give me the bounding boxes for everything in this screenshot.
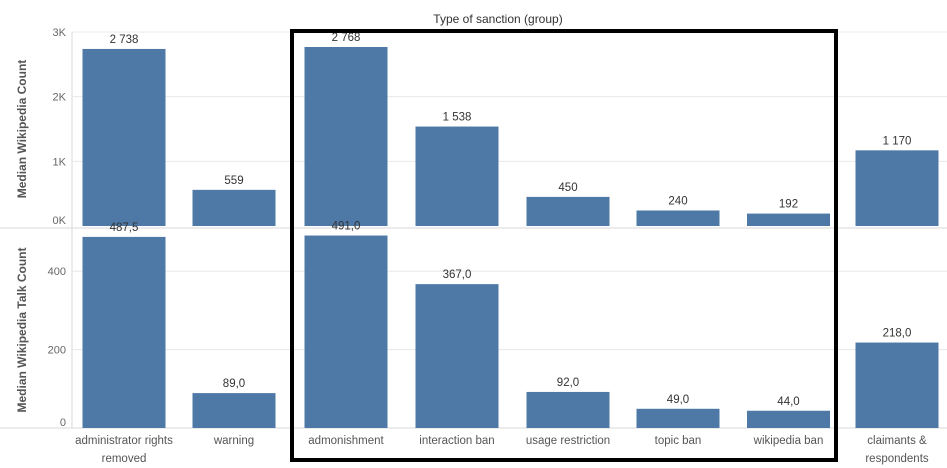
bar <box>415 126 499 226</box>
x-tick-label: respondents <box>865 453 929 465</box>
data-label: 559 <box>224 175 243 187</box>
bar <box>526 391 610 428</box>
data-label: 44,0 <box>777 396 799 408</box>
y-tick-label: 1K <box>53 156 67 168</box>
x-tick-label: admonishment <box>308 435 384 447</box>
data-label: 1 170 <box>883 135 912 147</box>
bar <box>747 410 830 428</box>
bar <box>636 408 720 428</box>
bar <box>415 284 499 428</box>
y-tick-label: 200 <box>48 345 66 357</box>
bar <box>855 342 939 428</box>
y-tick-label: 0 <box>60 417 66 429</box>
y-tick-label: 0K <box>53 215 67 227</box>
bar <box>82 236 166 428</box>
bar <box>304 235 388 428</box>
x-tick-label: administrator rights <box>75 435 173 447</box>
data-label: 49,0 <box>667 394 689 406</box>
x-tick-label: wikipedia ban <box>753 435 824 447</box>
bar <box>192 393 276 428</box>
data-label: 192 <box>779 199 798 211</box>
bar <box>192 189 276 226</box>
bar <box>636 210 720 226</box>
bar <box>526 196 610 226</box>
highlight-box <box>290 29 838 462</box>
y-axis-title: Median Wikipedia Count <box>15 60 29 199</box>
data-label: 92,0 <box>557 377 579 389</box>
data-label: 2 768 <box>332 32 361 44</box>
bar <box>82 48 166 227</box>
bar <box>304 47 388 226</box>
y-tick-label: 3K <box>53 27 67 39</box>
data-label: 1 538 <box>443 112 472 124</box>
x-tick-label: usage restriction <box>526 435 610 447</box>
bar <box>855 150 939 226</box>
data-label: 487,5 <box>110 222 139 234</box>
y-axis-title: Median Wikipedia Talk Count <box>15 247 29 412</box>
chart-body: 0K 1K 2K 3K Median Wikipedia Count 2 738 559 2 … <box>0 27 947 465</box>
y-tick-label: 400 <box>48 266 66 278</box>
data-label: 491,0 <box>332 221 361 233</box>
data-label: 2 738 <box>110 34 139 46</box>
data-label: 240 <box>668 195 687 207</box>
x-tick-label: removed <box>102 453 147 465</box>
data-label: 218,0 <box>883 328 912 340</box>
x-tick-label: interaction ban <box>419 435 494 447</box>
data-label: 450 <box>558 182 577 194</box>
data-label: 367,0 <box>443 269 472 281</box>
x-tick-label: claimants & <box>867 435 927 447</box>
x-tick-label: warning <box>213 435 254 447</box>
chart-header-title: Type of sanction (group) <box>433 12 562 26</box>
bar <box>747 213 830 226</box>
x-tick-label: topic ban <box>655 435 702 447</box>
data-label: 89,0 <box>223 378 245 390</box>
y-tick-label: 2K <box>53 92 67 104</box>
